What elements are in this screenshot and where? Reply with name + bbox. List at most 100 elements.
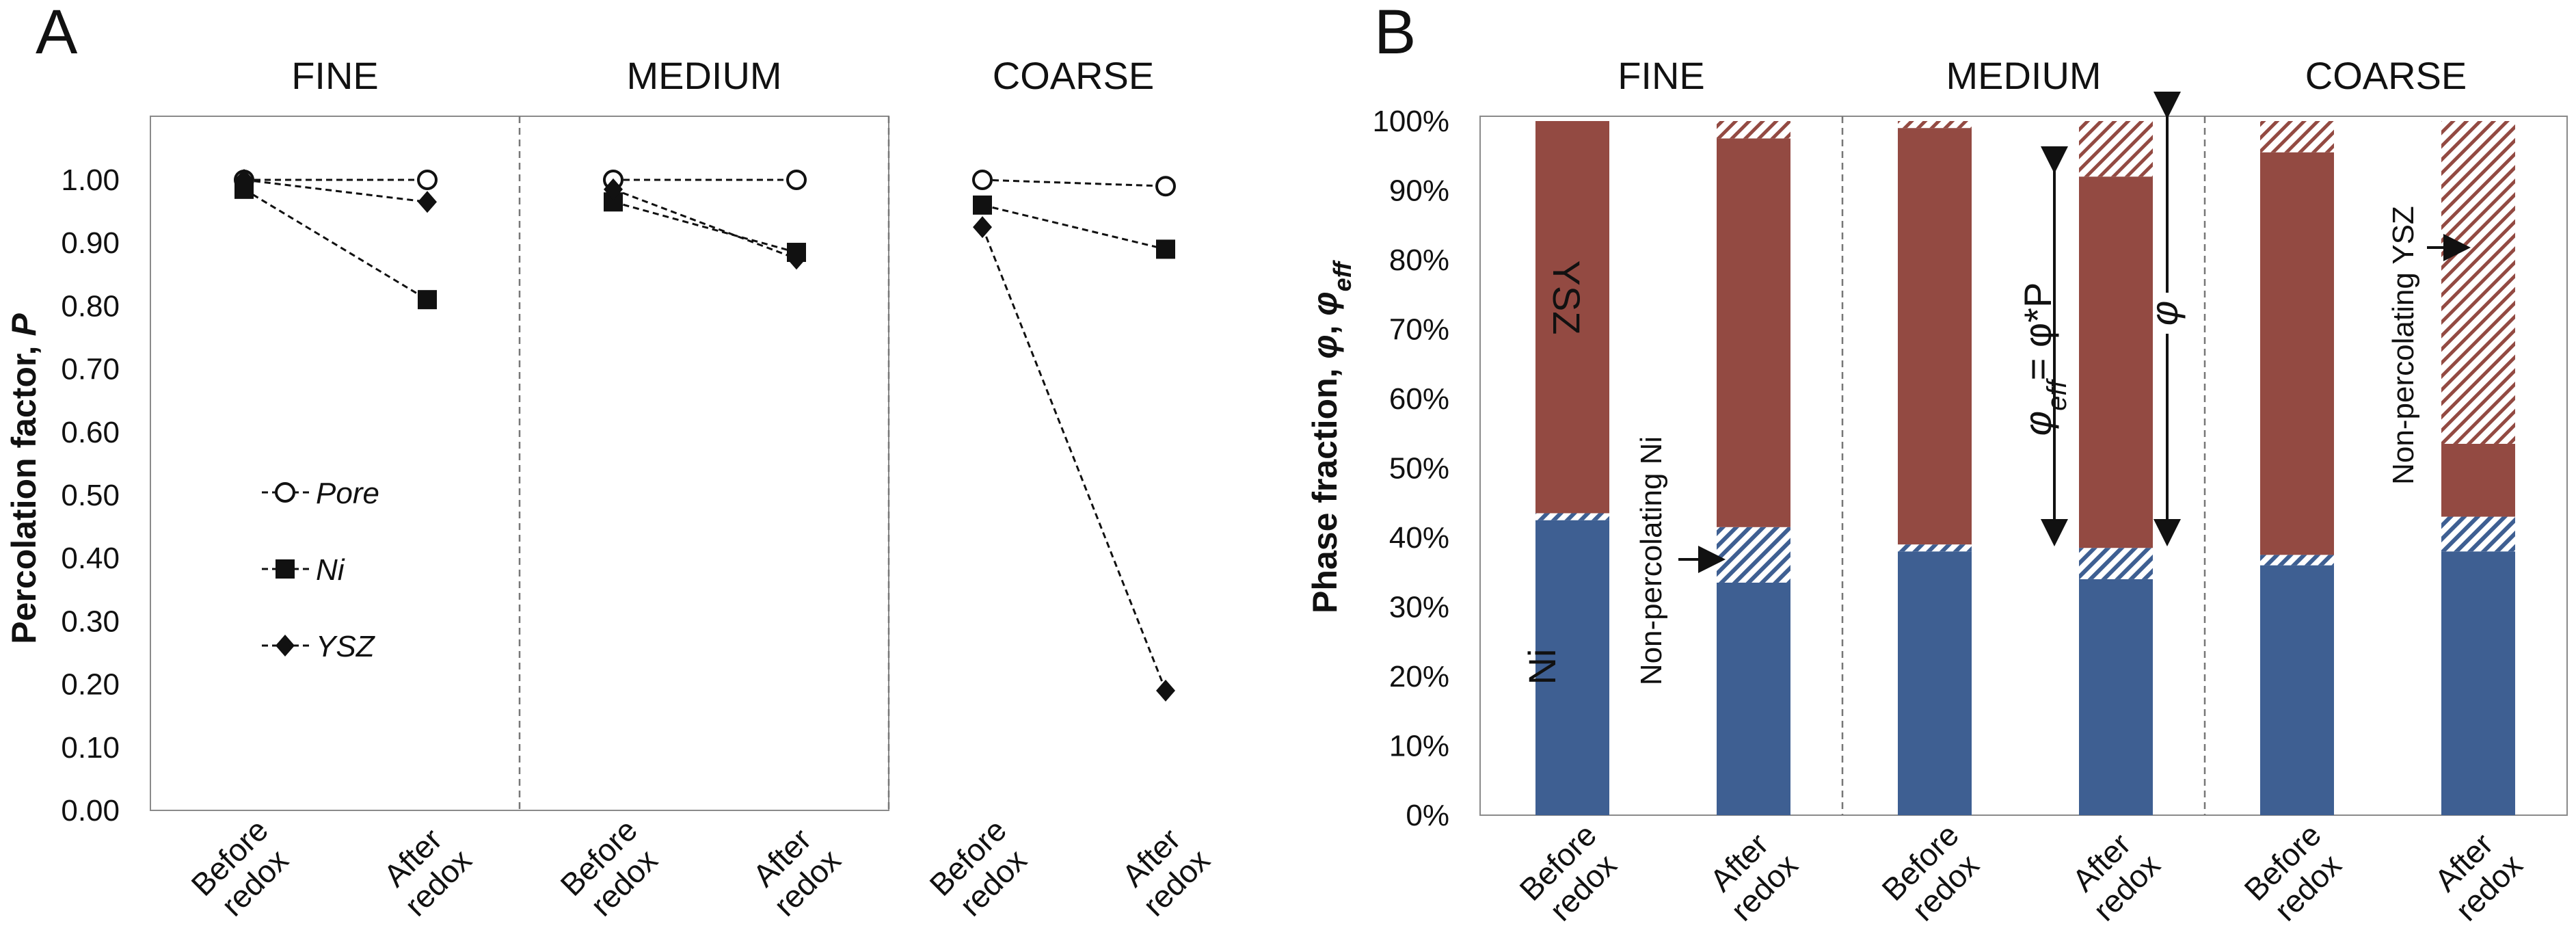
bar-segment-non-percolating-ni (1898, 544, 1972, 552)
annotation-ysz: YSZ (1545, 261, 1588, 335)
legend-marker-ysz (276, 635, 295, 657)
y-tick-label-b: 70% (1389, 313, 1449, 347)
bar-segment-ni (1535, 520, 1609, 815)
bar-segment-ni (1717, 582, 1790, 815)
bar-segment-ni (2441, 551, 2515, 815)
plot-frame-a (150, 116, 889, 811)
bar-segment-ni (2260, 565, 2334, 815)
bar-segment-ysz (2079, 176, 2153, 548)
group-title-b: MEDIUM (1946, 54, 2101, 97)
series-line-ysz (613, 188, 797, 260)
point-ysz (418, 191, 437, 213)
x-category-label-b: Afterredox (2424, 822, 2530, 928)
legend-a: Pore Ni YSZ (262, 477, 379, 663)
annotation-non-percolating-ni: Non-percolating Ni (1635, 436, 1668, 685)
x-category-label-b: Beforeredox (1512, 817, 1628, 932)
annotation-phi-eff: φeff= φ*P (2016, 282, 2072, 436)
x-category-label-a: Beforeredox (922, 812, 1038, 927)
group-title-a: FINE (291, 54, 379, 97)
y-tick-label-a: 0.00 (61, 794, 120, 827)
point-ysz (234, 169, 254, 191)
plot-frame-b (1479, 116, 2568, 816)
series-line-pore (982, 178, 1166, 187)
y-tick-label-a: 0.10 (61, 731, 120, 765)
y-axis-label-b: Phase fraction, φ, φeff (1306, 260, 1356, 613)
group-title-b: FINE (1618, 54, 1705, 97)
point-ysz (1156, 679, 1175, 702)
y-axis-label-a: Percolation factor, P (5, 313, 43, 644)
y-axis-ticks-b: 0% 10% 20% 30% 40% 50% 60% 70% 80% 90% 100% (1372, 105, 1449, 832)
x-category-label-a: Afterredox (373, 817, 479, 923)
y-tick-label-a: 0.40 (61, 542, 120, 575)
x-axis-categories-a: Beforeredox Afterredox Beforeredox Afterred… (184, 812, 1217, 927)
bar-segment-ni (1898, 551, 1972, 815)
y-tick-label-a: 0.80 (61, 289, 120, 323)
x-axis-categories-b: Beforeredox Afterredox Beforeredox Afterred… (1512, 817, 2530, 932)
y-tick-label-b: 20% (1389, 660, 1449, 693)
bar-segment-non-percolating-ni (1717, 527, 1790, 583)
x-category-label-a: Afterredox (742, 817, 848, 923)
bar-segment-non-percolating-ysz (2441, 121, 2515, 444)
annotation-phi: φ (2143, 301, 2186, 326)
y-tick-label-a: 0.60 (61, 416, 120, 449)
series-line-ysz (981, 226, 1167, 691)
legend-label-pore: Pore (316, 477, 379, 510)
bar-segment-non-percolating-ysz (1717, 121, 1790, 139)
bar-segment-non-percolating-ni (2441, 516, 2515, 552)
panel-letter-a: A (36, 0, 78, 67)
point-ni (1156, 239, 1175, 259)
y-tick-label-b: 60% (1389, 382, 1449, 416)
bar-segment-ni (2079, 579, 2153, 815)
y-tick-label-b: 40% (1389, 521, 1449, 555)
point-ysz (787, 248, 806, 270)
x-category-label-a: Afterredox (1111, 817, 1217, 923)
y-tick-label-a: 0.20 (61, 668, 120, 702)
panel-b-stacked-bar-chart: B 0% 10% 20% 30% 40% 50% 60% 70% 80% 90% 100% FINE… (1306, 0, 2568, 932)
y-axis-ticks-a: 0.00 0.10 0.20 0.30 0.40 0.50 0.60 0.70 0.80 0.90… (61, 163, 120, 827)
y-tick-label-b: 50% (1389, 452, 1449, 486)
phi-label-background (2154, 293, 2181, 334)
point-pore (1155, 176, 1176, 197)
y-tick-label-b: 30% (1389, 591, 1449, 624)
bar-segment-ysz (1717, 138, 1790, 527)
y-tick-label-a: 0.70 (61, 353, 120, 386)
point-ysz (973, 216, 992, 239)
bar-segment-non-percolating-ysz (2079, 121, 2153, 177)
point-ni (418, 290, 437, 310)
y-tick-label-b: 80% (1389, 243, 1449, 277)
y-tick-label-a: 0.30 (61, 605, 120, 638)
series-line-ysz (243, 178, 428, 203)
legend-label-ysz: YSZ (316, 630, 376, 663)
y-tick-label-b: 90% (1389, 174, 1449, 208)
group-title-b: COARSE (2305, 54, 2467, 97)
x-category-label-b: Afterredox (1699, 822, 1805, 928)
y-tick-label-b: 0% (1406, 799, 1449, 832)
bar-segment-non-percolating-ni (2079, 548, 2153, 579)
y-tick-label-b: 100% (1372, 105, 1449, 138)
y-tick-label-a: 0.50 (61, 479, 120, 512)
series-line-ni (613, 200, 797, 254)
point-pore (417, 170, 438, 190)
y-tick-label-a: 0.90 (61, 226, 120, 260)
bar-segment-non-percolating-ni (2260, 555, 2334, 566)
legend-marker-ni (276, 559, 295, 579)
bar-segment-ysz (1898, 128, 1972, 545)
point-pore (786, 170, 807, 190)
group-titles-a: FINE MEDIUM COARSE (291, 54, 1154, 97)
series-line-ni (243, 188, 428, 301)
series-line-ni (982, 204, 1166, 250)
bar-segment-non-percolating-ni (1535, 513, 1609, 520)
bar-segment-ysz (1535, 121, 1609, 514)
x-category-label-b: Beforeredox (2237, 817, 2352, 932)
point-ni (973, 195, 992, 215)
panel-letter-b: B (1374, 0, 1416, 67)
bar-segment-non-percolating-ysz (2260, 121, 2334, 153)
legend-label-ni: Ni (316, 553, 345, 587)
bar-segment-ysz (2441, 443, 2515, 517)
x-category-label-b: Afterredox (2061, 822, 2167, 928)
bar-segment-non-percolating-ysz (1898, 121, 1972, 129)
x-category-label-a: Beforeredox (553, 812, 669, 927)
annotation-non-percolating-ysz: Non-percolating YSZ (2387, 206, 2420, 485)
bars-layer-b (1535, 121, 2515, 815)
